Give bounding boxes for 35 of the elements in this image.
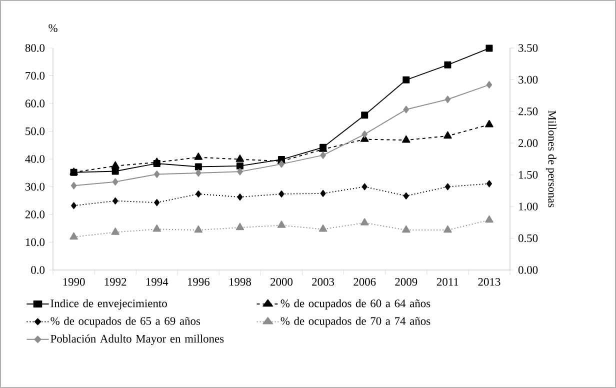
y-tick-label: 20.0 [25,210,45,218]
x-tick-label: 1994 [146,278,168,286]
x-tick-label: 2009 [395,278,418,286]
x-tick-label: 2006 [354,278,376,286]
legend-label: Indice de envejecimiento [50,299,167,310]
x-tick-label: 1996 [188,278,210,286]
y-tick-label: 40.0 [25,155,45,163]
legend-label: % de ocupados de 70 a 74 años [280,316,430,328]
y2-tick-label: 0.00 [518,266,538,274]
y2-tick-label: 1.00 [519,202,538,210]
x-tick-label: 1992 [104,278,126,286]
y-tick-label: 30.0 [25,182,45,191]
y-tick-label: 70.0 [26,72,45,80]
x-tick-label: 2011 [436,278,458,286]
y-tick-label: 50.0 [26,127,45,136]
y-tick-label: 10.0 [26,238,45,246]
y2-tick-label: 3.00 [518,76,538,84]
x-tick-label: 2013 [478,278,500,286]
y2-tick-label: 0.50 [518,234,538,242]
x-tick-label: 1998 [230,278,251,286]
y-axis-title: % [48,24,58,32]
y-tick-label: 0.0 [31,266,45,274]
x-tick-label: 2003 [312,278,334,286]
legend-label: Población Adulto Mayor en millones [50,334,224,345]
y-tick-label: 60.0 [25,100,45,108]
y2-tick-label: 2.50 [518,108,538,116]
y2-tick-label: 3.50 [518,44,538,52]
y-tick-label: 80.0 [25,44,45,52]
y2-axis-title: Millones de personas [546,110,556,208]
y2-tick-label: 1.50 [519,170,538,179]
x-tick-label: 2000 [270,278,293,286]
legend-label: % de ocupados de 60 a 64 años [280,299,430,310]
y2-tick-label: 2.00 [518,139,538,148]
x-tick-label: 1990 [63,278,85,286]
legend-label: % de ocupados de 65 a 69 años [50,316,200,328]
